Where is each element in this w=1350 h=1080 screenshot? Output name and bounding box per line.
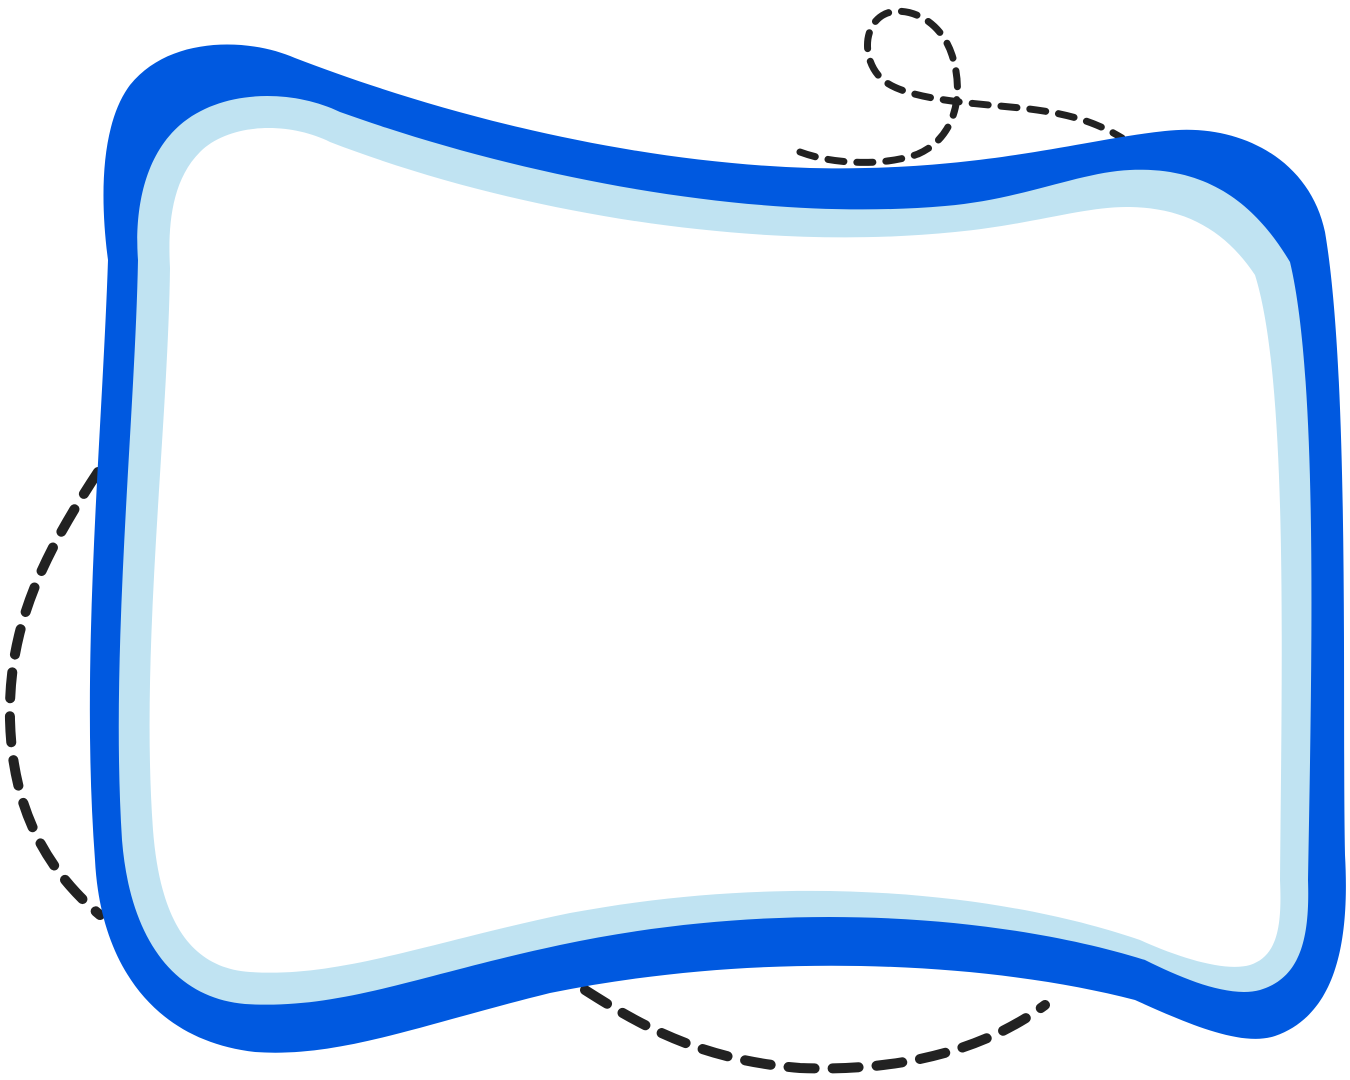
inner-white-area [149, 128, 1282, 973]
dashed-curve-left-bottom [4, 467, 1050, 1074]
dashed-loop-top [796, 7, 1126, 166]
